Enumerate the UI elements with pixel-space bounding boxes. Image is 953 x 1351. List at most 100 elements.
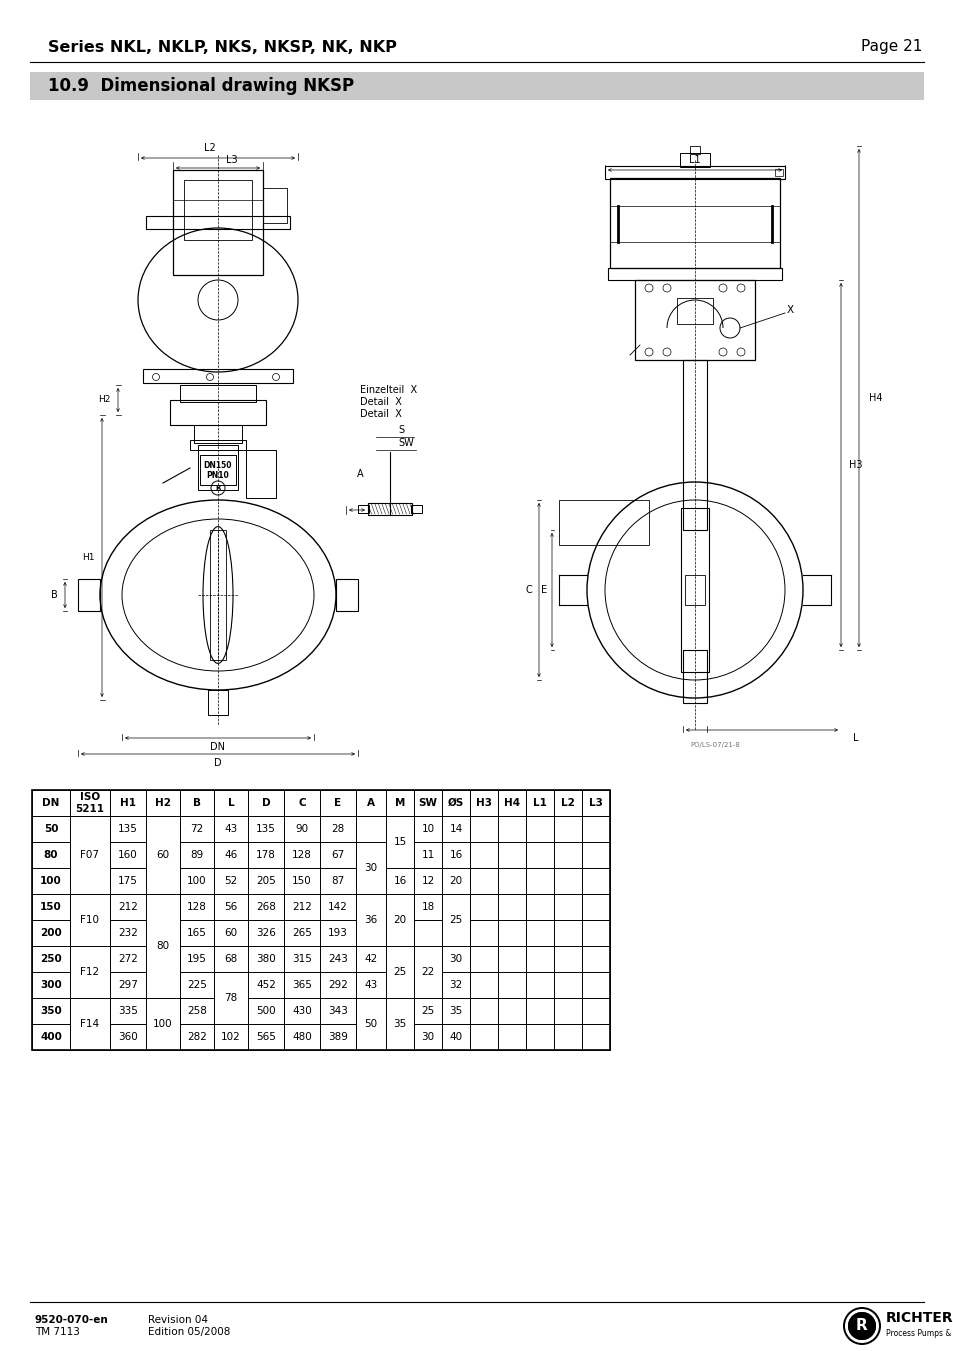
Bar bbox=[355, 998, 386, 1050]
Bar bbox=[146, 894, 180, 998]
Bar bbox=[172, 170, 263, 276]
Text: 225: 225 bbox=[187, 979, 207, 990]
Text: 15: 15 bbox=[393, 838, 406, 847]
Bar bbox=[497, 946, 525, 971]
Bar bbox=[497, 842, 525, 867]
Bar bbox=[180, 971, 213, 998]
Bar bbox=[32, 971, 70, 998]
Text: L1: L1 bbox=[533, 798, 546, 808]
Text: 10: 10 bbox=[421, 824, 435, 834]
Bar bbox=[284, 842, 319, 867]
Text: 282: 282 bbox=[187, 1032, 207, 1042]
Bar bbox=[554, 920, 581, 946]
Text: 43: 43 bbox=[364, 979, 377, 990]
Bar bbox=[525, 946, 554, 971]
Bar bbox=[441, 842, 470, 867]
Text: ØS: ØS bbox=[447, 798, 464, 808]
Bar bbox=[32, 894, 70, 920]
Bar bbox=[208, 690, 228, 715]
Bar bbox=[414, 946, 441, 998]
Bar bbox=[525, 971, 554, 998]
Text: 32: 32 bbox=[449, 979, 462, 990]
Text: 452: 452 bbox=[255, 979, 275, 990]
Bar bbox=[198, 444, 237, 490]
Text: PN10: PN10 bbox=[207, 470, 229, 480]
Text: 350: 350 bbox=[40, 1006, 62, 1016]
Bar bbox=[30, 72, 923, 100]
Text: 102: 102 bbox=[221, 1032, 240, 1042]
Bar bbox=[470, 816, 497, 842]
Text: DN: DN bbox=[211, 742, 225, 753]
Bar bbox=[525, 1024, 554, 1050]
Bar bbox=[110, 842, 146, 867]
Bar bbox=[525, 790, 554, 816]
Bar bbox=[677, 299, 712, 324]
Bar bbox=[32, 920, 70, 946]
Bar bbox=[213, 842, 248, 867]
Bar bbox=[143, 369, 293, 382]
Bar bbox=[180, 920, 213, 946]
Bar bbox=[525, 998, 554, 1024]
Text: Detail  X: Detail X bbox=[359, 397, 401, 407]
Text: 300: 300 bbox=[40, 979, 62, 990]
Bar bbox=[554, 971, 581, 998]
Bar bbox=[70, 894, 110, 946]
Bar bbox=[70, 790, 110, 816]
Text: 272: 272 bbox=[118, 954, 138, 965]
Text: 160: 160 bbox=[118, 850, 138, 861]
Text: 389: 389 bbox=[328, 1032, 348, 1042]
Bar bbox=[411, 505, 421, 513]
Bar bbox=[213, 816, 248, 842]
Text: F14: F14 bbox=[80, 1019, 99, 1029]
Text: 128: 128 bbox=[292, 850, 312, 861]
Bar bbox=[581, 842, 609, 867]
Bar bbox=[200, 455, 235, 485]
Bar bbox=[554, 946, 581, 971]
Text: C: C bbox=[525, 585, 532, 594]
Bar bbox=[525, 894, 554, 920]
Bar bbox=[110, 998, 146, 1024]
Text: 25: 25 bbox=[449, 915, 462, 925]
Text: 50: 50 bbox=[44, 824, 58, 834]
Bar bbox=[110, 946, 146, 971]
Bar bbox=[70, 946, 110, 998]
Bar bbox=[497, 790, 525, 816]
Bar bbox=[284, 1024, 319, 1050]
Text: L2: L2 bbox=[204, 143, 215, 153]
Text: 36: 36 bbox=[364, 915, 377, 925]
Text: 258: 258 bbox=[187, 1006, 207, 1016]
Bar bbox=[248, 842, 284, 867]
Text: H3: H3 bbox=[476, 798, 492, 808]
Text: Page 21: Page 21 bbox=[860, 39, 921, 54]
Bar bbox=[146, 790, 180, 816]
Text: Process Pumps & Valves: Process Pumps & Valves bbox=[885, 1328, 953, 1337]
Bar bbox=[497, 894, 525, 920]
Bar bbox=[319, 920, 355, 946]
Text: 400: 400 bbox=[40, 1032, 62, 1042]
Bar bbox=[470, 790, 497, 816]
Bar bbox=[110, 920, 146, 946]
Bar bbox=[146, 216, 290, 230]
Text: 297: 297 bbox=[118, 979, 138, 990]
Text: 50: 50 bbox=[364, 1019, 377, 1029]
Text: R: R bbox=[855, 1319, 867, 1333]
Bar bbox=[470, 971, 497, 998]
Text: 72: 72 bbox=[191, 824, 203, 834]
Bar bbox=[110, 1024, 146, 1050]
Text: 18: 18 bbox=[421, 902, 435, 912]
Text: 35: 35 bbox=[393, 1019, 406, 1029]
Text: B: B bbox=[51, 590, 58, 600]
Text: X: X bbox=[785, 305, 793, 315]
Bar bbox=[441, 894, 470, 946]
Bar bbox=[414, 894, 441, 920]
Text: 78: 78 bbox=[224, 993, 237, 1002]
Bar bbox=[497, 1024, 525, 1050]
Bar bbox=[368, 503, 412, 515]
Text: 212: 212 bbox=[292, 902, 312, 912]
Text: 200: 200 bbox=[40, 928, 62, 938]
Text: 165: 165 bbox=[187, 928, 207, 938]
Bar bbox=[581, 971, 609, 998]
Text: 89: 89 bbox=[191, 850, 203, 861]
Text: 80: 80 bbox=[156, 942, 170, 951]
Text: 175: 175 bbox=[118, 875, 138, 886]
